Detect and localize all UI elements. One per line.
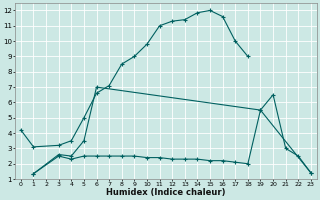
X-axis label: Humidex (Indice chaleur): Humidex (Indice chaleur)	[106, 188, 226, 197]
